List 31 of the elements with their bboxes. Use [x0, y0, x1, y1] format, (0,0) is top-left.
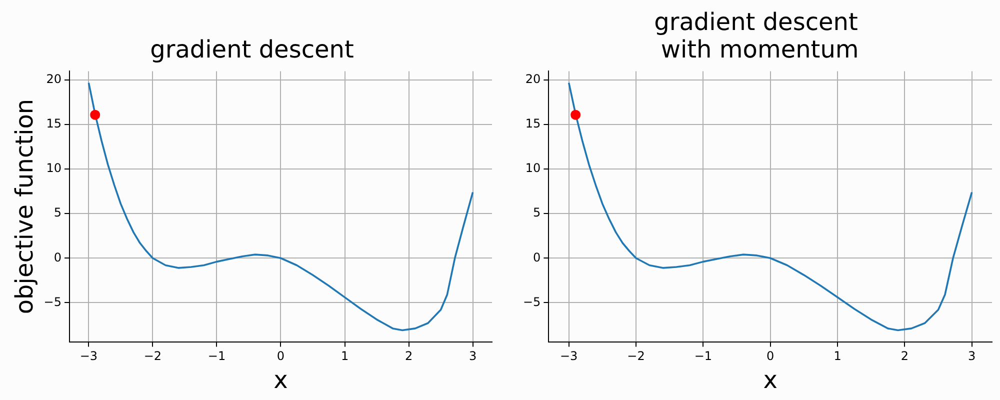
y-tick-label: 15 — [525, 116, 541, 131]
chart-title: gradient descent — [150, 36, 354, 64]
y-tick-label: 10 — [46, 161, 62, 176]
x-tick-label: 3 — [468, 349, 477, 364]
x-axis-title: x — [274, 366, 288, 394]
x-tick-label: 0 — [276, 349, 285, 364]
chart-title: gradient descent with momentum — [653, 8, 859, 64]
x-axis-title: x — [763, 366, 778, 394]
y-tick-label: 15 — [46, 116, 62, 131]
x-tick-label: −1 — [694, 349, 712, 364]
x-tick-label: −2 — [144, 349, 162, 364]
x-tick-label: 2 — [900, 349, 908, 364]
x-tick-label: 3 — [968, 349, 976, 364]
y-tick-label: 5 — [533, 206, 541, 220]
y-tick-label: 0 — [533, 250, 541, 264]
x-tick-label: −3 — [80, 349, 98, 364]
x-tick-label: −3 — [560, 349, 578, 364]
y-tick-label: −5 — [522, 294, 541, 309]
y-tick-label: 20 — [46, 72, 62, 86]
x-tick-label: 0 — [766, 349, 774, 364]
y-tick-label: 5 — [54, 206, 62, 220]
y-tick-label: 20 — [525, 72, 541, 86]
x-tick-label: −2 — [627, 349, 645, 364]
y-tick-label: 0 — [54, 250, 62, 264]
y-axis-title: objective function — [10, 98, 39, 314]
x-tick-label: 1 — [340, 349, 349, 364]
x-tick-label: 1 — [834, 349, 842, 364]
y-tick-label: −5 — [44, 294, 62, 309]
y-tick-label: 10 — [525, 161, 541, 176]
x-tick-label: −1 — [208, 349, 226, 364]
x-tick-label: 2 — [404, 349, 413, 364]
